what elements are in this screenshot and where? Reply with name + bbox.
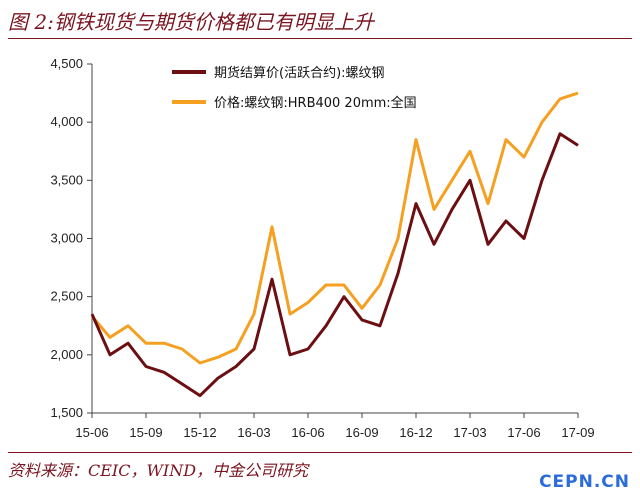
y-tick-label: 2,000: [50, 347, 83, 362]
x-tick-label: 15-06: [75, 425, 108, 440]
y-tick-label: 3,000: [50, 231, 83, 246]
series-line-1: [90, 132, 579, 398]
chart-axes: 1,500 2,000 2,500 3,000 3,500 4,000 4,500 15-06…: [50, 56, 594, 440]
source-rule: [8, 452, 632, 453]
x-tick-label: 16-03: [237, 425, 270, 440]
x-tick-label: 17-06: [507, 425, 540, 440]
x-tick-label: 15-09: [129, 425, 162, 440]
line-chart: 1,500 2,000 2,500 3,000 3,500 4,000 4,500 15-06…: [50, 56, 594, 440]
y-tick-label: 4,000: [50, 114, 83, 129]
series-line-2: [90, 91, 579, 365]
legend-label-2: 价格:螺纹钢:HRB400 20mm:全国: [214, 95, 417, 111]
y-tick-label: 3,500: [50, 172, 83, 187]
chart-lines: [90, 91, 579, 398]
y-tick-label: 1,500: [50, 405, 83, 420]
x-tick-label: 17-09: [561, 425, 594, 440]
chart-title: 图 2:钢铁现货与期货价格都已有明显上升: [8, 10, 374, 34]
source-note: 资料来源：CEIC，WIND，中金公司研究: [8, 461, 309, 480]
x-tick-label: 17-03: [453, 425, 486, 440]
title-rule: [8, 38, 632, 39]
x-tick-label: 16-09: [345, 425, 378, 440]
x-tick-label: 16-12: [399, 425, 432, 440]
legend-label-1: 期货结算价(活跃合约):螺纹钢: [214, 65, 385, 81]
x-tick-label: 16-06: [291, 425, 324, 440]
y-tick-label: 2,500: [50, 289, 83, 304]
watermark: CEPN.CN: [539, 472, 630, 492]
y-tick-label: 4,500: [50, 56, 83, 71]
x-tick-label: 15-12: [183, 425, 216, 440]
